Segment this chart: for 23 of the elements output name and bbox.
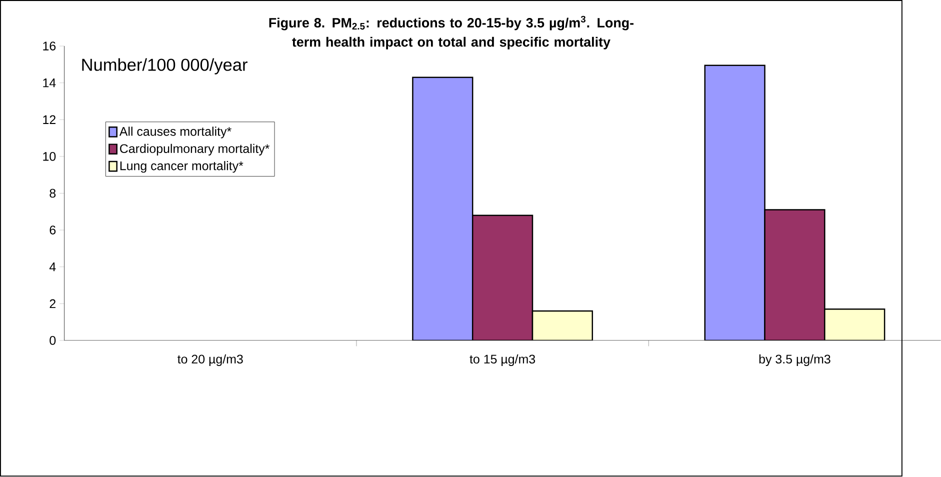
bar: [704, 64, 766, 341]
y-tick-label: 16: [43, 42, 56, 51]
bar: [412, 76, 474, 341]
bar: [824, 308, 886, 341]
chart-title: Figure 8. PM$_{2.5}$: reductions to 20-15-by 3.5 µg/m$^{3}$. Long-term health impact on total and specific mortality: [269, 16, 634, 50]
y-tick-label: 14: [43, 78, 56, 88]
legend-label: Lung cancer mortality*: [120, 161, 244, 173]
legend-label: Cardiopulmonary mortality*: [120, 144, 270, 156]
annotation: Number/100 000/year: [82, 58, 248, 75]
bar: [764, 209, 826, 341]
x-tick-label: to 20 µg/m3: [178, 354, 243, 366]
y-tick-label: 4: [49, 262, 56, 272]
x-tick-label: to 15 µg/m3: [470, 354, 536, 366]
bar: [532, 310, 594, 341]
y-tick-label: 6: [50, 226, 56, 235]
y-tick-label: 0: [50, 336, 56, 346]
y-tick-label: 8: [50, 189, 56, 198]
bar: [472, 214, 534, 341]
legend-label: All causes mortality*: [119, 126, 232, 138]
y-tick-label: 2: [50, 299, 56, 308]
y-tick-label: 12: [43, 115, 56, 124]
x-tick-label: by 3.5 µg/m3: [759, 354, 830, 366]
y-tick-label: 10: [43, 152, 56, 162]
